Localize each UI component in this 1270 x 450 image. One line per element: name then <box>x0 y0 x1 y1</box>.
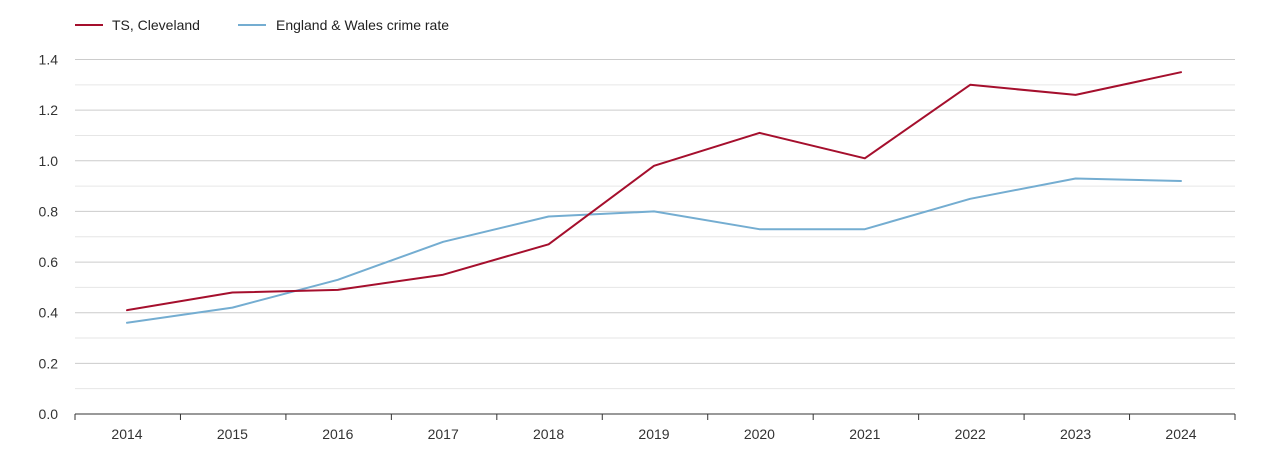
y-tick-label: 0.0 <box>39 406 59 422</box>
grid <box>75 59 1235 390</box>
x-tick-label: 2017 <box>428 426 459 442</box>
x-tick-label: 2016 <box>322 426 353 442</box>
x-tick-label: 2022 <box>955 426 986 442</box>
x-tick-label: 2021 <box>849 426 880 442</box>
y-tick-label: 0.8 <box>39 203 59 219</box>
y-tick-label: 0.2 <box>39 355 59 371</box>
y-tick-label: 1.4 <box>39 52 59 68</box>
series-lines <box>126 71 1182 324</box>
y-tick-label: 0.6 <box>39 254 59 270</box>
y-tick-label: 0.4 <box>39 305 59 321</box>
y-tick-label: 1.2 <box>39 102 59 118</box>
legend-label-ts-cleveland: TS, Cleveland <box>112 17 200 33</box>
x-axis: 2014 2015 2016 2017 2018 2019 2020 2021 2022 2023… <box>74 413 1236 442</box>
x-tick-label: 2023 <box>1060 426 1091 442</box>
x-tick-label: 2024 <box>1165 426 1196 442</box>
series-line-england-wales-crime-rate[interactable] <box>126 177 1182 324</box>
x-tick-label: 2015 <box>217 426 248 442</box>
y-axis-ticks: 0.0 0.2 0.4 0.6 0.8 1.0 1.2 1.4 <box>39 52 59 423</box>
legend-item-england-wales[interactable]: England & Wales crime rate <box>238 17 449 33</box>
x-tick-label: 2014 <box>111 426 142 442</box>
y-tick-label: 1.0 <box>39 153 59 169</box>
x-tick-label: 2019 <box>638 426 669 442</box>
series-line-ts-cleveland[interactable] <box>126 71 1182 312</box>
legend-label-england-wales: England & Wales crime rate <box>276 17 449 33</box>
x-tick-label: 2018 <box>533 426 564 442</box>
x-tick-label: 2020 <box>744 426 775 442</box>
legend: TS, Cleveland England & Wales crime rate <box>75 17 449 33</box>
legend-item-ts-cleveland[interactable]: TS, Cleveland <box>75 17 200 33</box>
